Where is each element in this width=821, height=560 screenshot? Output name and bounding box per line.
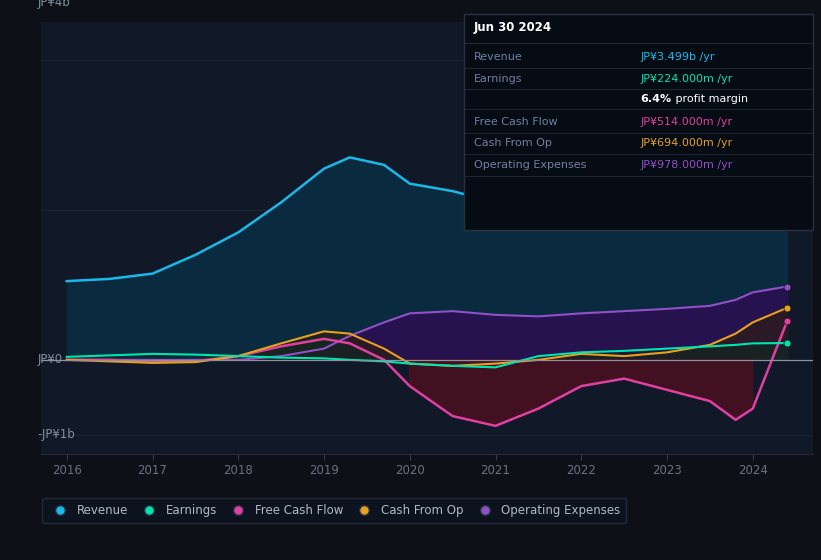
- Text: 6.4%: 6.4%: [640, 94, 672, 104]
- Text: JP¥4b: JP¥4b: [37, 0, 70, 10]
- Text: JP¥514.000m /yr: JP¥514.000m /yr: [640, 117, 732, 127]
- Text: Revenue: Revenue: [474, 52, 522, 62]
- Text: JP¥0: JP¥0: [37, 353, 62, 366]
- Text: Earnings: Earnings: [474, 74, 522, 83]
- Text: profit margin: profit margin: [672, 94, 748, 104]
- Legend: Revenue, Earnings, Free Cash Flow, Cash From Op, Operating Expenses: Revenue, Earnings, Free Cash Flow, Cash …: [42, 498, 626, 523]
- Text: Operating Expenses: Operating Expenses: [474, 160, 586, 170]
- Text: Jun 30 2024: Jun 30 2024: [474, 21, 552, 34]
- Text: JP¥978.000m /yr: JP¥978.000m /yr: [640, 160, 733, 170]
- Text: JP¥694.000m /yr: JP¥694.000m /yr: [640, 138, 732, 148]
- Text: -JP¥1b: -JP¥1b: [37, 428, 75, 441]
- Text: Free Cash Flow: Free Cash Flow: [474, 117, 557, 127]
- Text: JP¥3.499b /yr: JP¥3.499b /yr: [640, 52, 715, 62]
- Text: JP¥224.000m /yr: JP¥224.000m /yr: [640, 74, 733, 83]
- Text: Cash From Op: Cash From Op: [474, 138, 552, 148]
